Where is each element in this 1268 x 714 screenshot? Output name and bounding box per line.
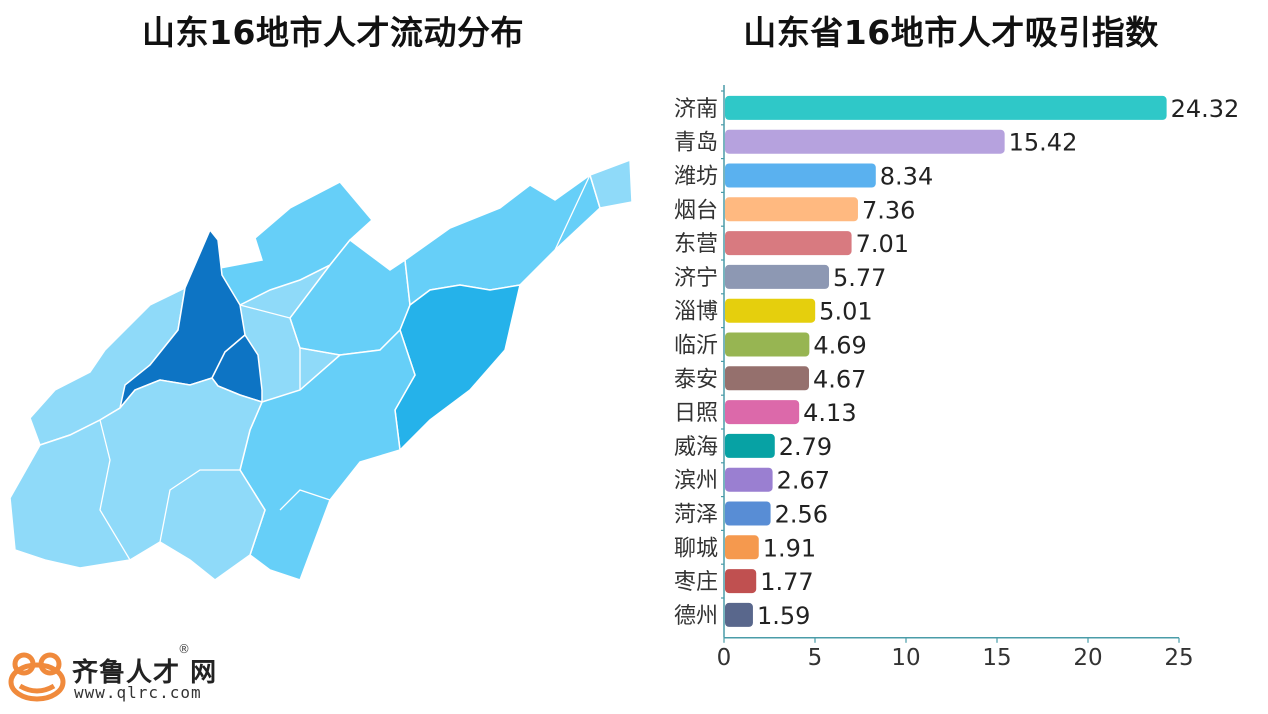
category-label: 东营 — [674, 232, 718, 257]
bar-14 — [725, 569, 757, 594]
category-label: 德州 — [674, 604, 718, 629]
region-weihai — [589, 158, 633, 209]
category-label: 潍坊 — [674, 165, 718, 190]
bar-3 — [725, 197, 858, 222]
category-label: 临沂 — [674, 334, 718, 359]
value-label: 1.59 — [757, 602, 810, 630]
map-title: 山东16地市人才流动分布 — [142, 13, 524, 52]
category-label: 淄博 — [674, 300, 718, 325]
bar-15 — [725, 602, 753, 627]
bar-4 — [725, 231, 852, 256]
bar-8 — [725, 366, 809, 391]
value-label: 24.32 — [1171, 95, 1240, 123]
category-label: 威海 — [674, 435, 718, 460]
logo-suffix: 网 — [190, 658, 218, 688]
x-tick-label: 5 — [808, 645, 823, 671]
category-label: 济南 — [674, 97, 718, 122]
value-label: 7.36 — [862, 196, 915, 224]
value-label: 2.56 — [775, 501, 828, 529]
category-label: 日照 — [674, 401, 718, 426]
category-label: 枣庄 — [674, 570, 718, 595]
x-tick-label: 10 — [891, 645, 920, 671]
category-label: 滨州 — [674, 469, 718, 494]
value-label: 2.67 — [777, 467, 830, 495]
bar-9 — [725, 400, 800, 425]
qlrc-logo: 齐鲁人才 网 ® www.qlrc.com — [6, 642, 236, 708]
category-label: 聊城 — [674, 536, 718, 561]
bar-1 — [725, 129, 1005, 154]
category-label: 泰安 — [674, 367, 718, 392]
x-tick-label: 15 — [982, 645, 1011, 671]
bar-12 — [725, 501, 771, 526]
value-label: 4.67 — [813, 365, 866, 393]
value-label: 4.69 — [813, 332, 866, 360]
bar-0 — [725, 95, 1167, 120]
region-yantai — [404, 173, 601, 307]
logo-name: 齐鲁人才 网 — [72, 652, 217, 689]
value-label: 1.91 — [763, 534, 816, 562]
bar-11 — [725, 467, 773, 492]
bar-5 — [725, 264, 830, 289]
logo-url: www.qlrc.com — [74, 683, 202, 702]
bar-10 — [725, 433, 775, 458]
x-tick-label: 0 — [717, 645, 732, 671]
value-label: 7.01 — [856, 230, 909, 258]
bar-2 — [725, 163, 876, 188]
registered-mark: ® — [178, 642, 190, 656]
chart-title: 山东省16地市人才吸引指数 — [743, 13, 1159, 52]
frog-logo-icon — [8, 652, 66, 702]
value-label: 15.42 — [1009, 129, 1078, 157]
category-label: 烟台 — [674, 198, 718, 223]
value-label: 2.79 — [779, 433, 832, 461]
value-label: 1.77 — [760, 568, 813, 596]
category-label: 青岛 — [674, 131, 718, 156]
category-label: 济宁 — [674, 266, 718, 291]
region-qingdao — [394, 284, 521, 452]
region-heze — [9, 377, 266, 581]
value-label: 5.01 — [819, 298, 872, 326]
logo-name-text: 齐鲁人才 — [72, 658, 181, 688]
value-label: 4.13 — [803, 399, 856, 427]
value-label: 8.34 — [880, 163, 933, 191]
bar-7 — [725, 332, 810, 357]
value-label: 5.77 — [833, 264, 886, 292]
attraction-index-chart: 济南 24.32 青岛 15.42 潍坊 8.34 烟台 7.36 东营 7.01 济宁 5.77 淄博… — [674, 85, 1240, 671]
bar-13 — [725, 535, 759, 560]
shandong-map — [9, 158, 633, 581]
bar-6 — [725, 298, 816, 323]
x-tick-label: 20 — [1073, 645, 1102, 671]
category-label: 菏泽 — [674, 503, 718, 528]
x-tick-label: 25 — [1164, 645, 1193, 671]
